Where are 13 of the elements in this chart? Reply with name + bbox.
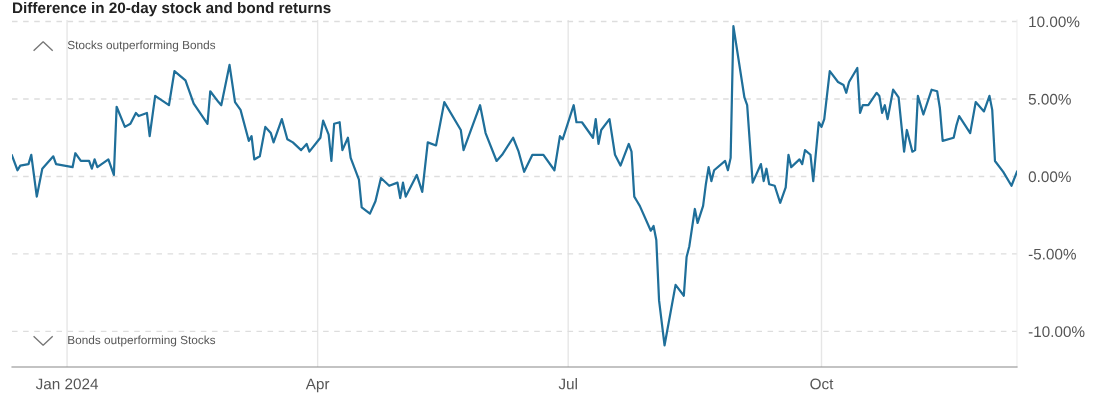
x-tick-label: Jan 2024: [35, 378, 99, 390]
x-tick-label: Apr: [305, 378, 330, 393]
y-tick-label: -10.00%: [1028, 326, 1085, 338]
line-series: [12, 25, 1017, 347]
x-tick-label: Oct: [810, 378, 834, 390]
y-tick-label: 0.00%: [1028, 171, 1071, 183]
y-tick-label: -5.00%: [1028, 248, 1076, 260]
y-tick-label: 10.00%: [1029, 16, 1080, 28]
y-tick-label: 5.00%: [1028, 93, 1071, 105]
x-tick-label: Jul: [558, 378, 577, 390]
annotation: Bonds outperforming Stocks: [68, 335, 216, 347]
annotation: Stocks outperforming Bonds: [67, 40, 216, 52]
chart-title: Difference in 20-day stock and bond returns: [13, 2, 331, 17]
